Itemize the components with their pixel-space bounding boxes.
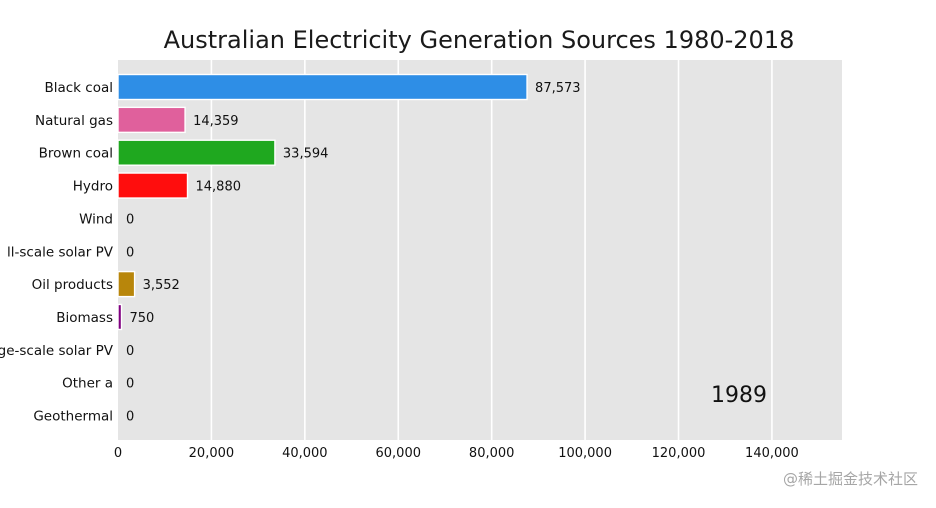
x-tick-label: 60,000	[376, 446, 422, 461]
value-label: 14,359	[193, 114, 239, 129]
category-label: Biomass	[56, 310, 113, 326]
value-label: 3,552	[143, 278, 180, 293]
value-label: 33,594	[283, 147, 329, 162]
value-label: 0	[126, 377, 134, 392]
category-label: Hydro	[73, 179, 113, 195]
plot-area: 0 20,000 40,000 60,000 80,000 100,000 120,000 1…	[0, 60, 842, 461]
x-tick-label: 40,000	[282, 446, 328, 461]
x-tick-label: 140,000	[745, 446, 799, 461]
value-label: 0	[126, 212, 134, 227]
value-label: 87,573	[535, 81, 581, 96]
category-label: Brown coal	[39, 146, 113, 162]
year-label: 1989	[711, 383, 767, 408]
bar	[117, 139, 276, 166]
bar	[117, 303, 123, 331]
bar	[117, 270, 136, 298]
x-tick-label: 100,000	[558, 446, 612, 461]
category-label: Geothermal	[33, 409, 113, 425]
x-tick-label: 0	[114, 446, 122, 461]
watermark: @稀土掘金技术社区	[783, 470, 918, 488]
category-label: Wind	[79, 211, 113, 227]
value-label: 0	[126, 410, 134, 425]
bar	[117, 73, 528, 101]
x-tick-label: 80,000	[469, 446, 515, 461]
x-tick-label: 120,000	[652, 446, 706, 461]
value-label: 0	[126, 245, 134, 260]
category-label: Black coal	[44, 80, 113, 96]
value-label: 14,880	[196, 180, 242, 195]
chart-title: Australian Electricity Generation Source…	[164, 26, 795, 54]
value-label: 0	[126, 344, 134, 359]
bar	[117, 172, 189, 199]
category-label: ll-scale solar PV	[7, 244, 114, 260]
category-label: Other a	[62, 376, 113, 392]
category-label: Natural gas	[35, 113, 113, 129]
bar	[117, 106, 186, 134]
x-tick-label: 20,000	[189, 446, 235, 461]
category-label: Oil products	[32, 277, 113, 293]
plot-background	[118, 60, 842, 440]
category-label: ge-scale solar PV	[0, 343, 114, 359]
value-label: 750	[130, 311, 155, 326]
